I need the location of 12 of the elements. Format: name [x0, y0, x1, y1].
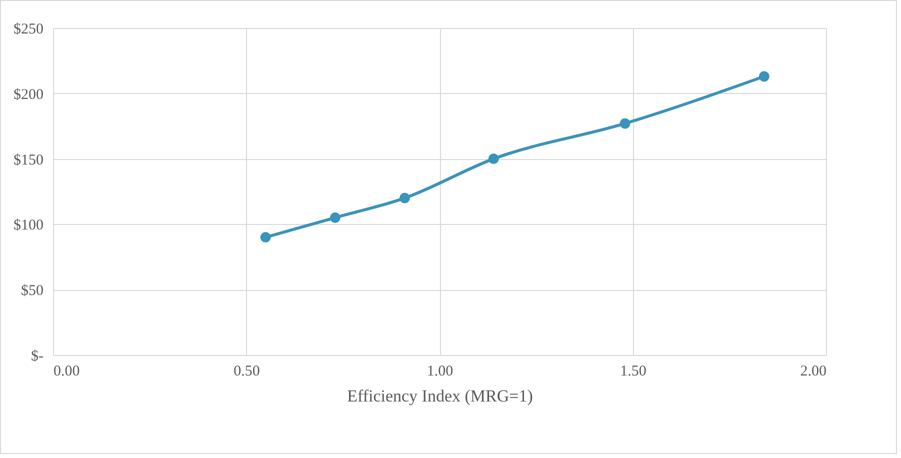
y-tick-label: $50 [21, 283, 44, 300]
x-tick-label: 0.00 [54, 364, 80, 380]
x-tick-label: 0.50 [234, 364, 260, 380]
y-tick-label: $- [31, 348, 44, 364]
x-tick-label: 1.00 [426, 364, 454, 380]
y-tick-label: $200 [14, 86, 44, 103]
y-tick-label: $150 [14, 152, 44, 168]
y-tick-label: $250 [14, 22, 44, 38]
x-axis-title: Efficiency Index (MRG=1) [347, 386, 533, 406]
y-tick-label: $100 [14, 218, 44, 234]
x-tick-label: 2.00 [800, 364, 826, 380]
x-tick-label: 1.50 [620, 364, 646, 380]
